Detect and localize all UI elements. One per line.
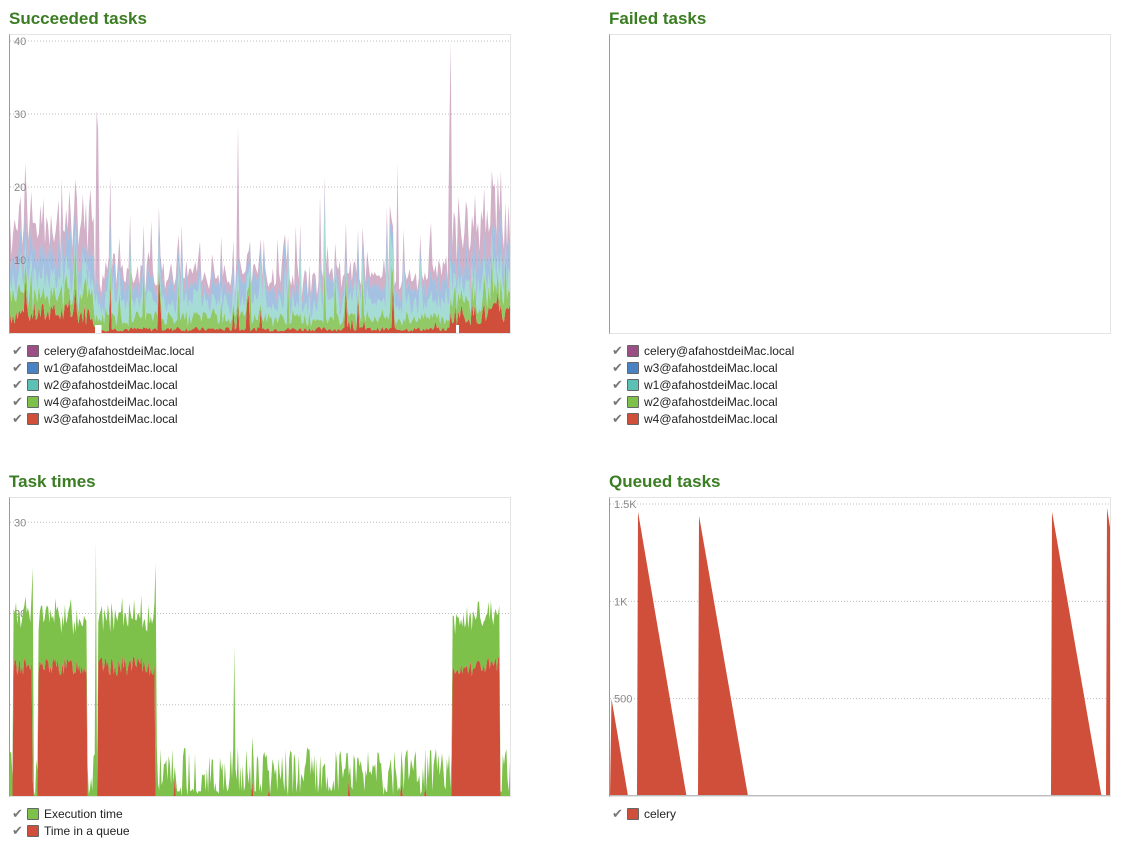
check-icon[interactable]: ✔ [612,342,623,358]
legend-swatch [627,361,639,374]
legend-swatch [27,824,39,837]
area-series-w1@afahostdeiMac.local [10,187,510,320]
area-series-celery [610,507,1110,796]
panel-title: Queued tasks [609,472,721,491]
area-series-w2@afahostdeiMac.local [10,199,510,327]
failed-tasks-svg [610,35,1110,333]
legend-label: Execution time [44,806,123,821]
failed-tasks-chart[interactable] [609,34,1111,334]
area-series-celery@afahostdeiMac.local [10,41,510,311]
y-tick-label: 30 [14,109,26,121]
legend-item-celery[interactable]: ✔ celery@afahostdeiMac.local [609,342,1109,359]
succeeded-tasks-chart[interactable]: 10203040 [9,34,511,334]
legend-swatch [627,412,639,425]
panel-title: Succeeded tasks [9,9,147,28]
task-times-svg: 102030 [10,517,510,796]
legend-swatch [27,378,39,391]
legend-label: w1@afahostdeiMac.local [644,377,778,392]
legend-item-w1[interactable]: ✔ w1@afahostdeiMac.local [609,376,1109,393]
gap-mark [95,325,102,333]
area-series-time-in-queue [10,656,510,796]
legend-item-celery[interactable]: ✔ celery [609,805,1109,822]
y-tick-label: 1.5K [614,499,637,511]
check-icon[interactable]: ✔ [612,376,623,392]
legend-item-w1[interactable]: ✔ w1@afahostdeiMac.local [9,359,509,376]
legend-label: w2@afahostdeiMac.local [44,377,178,392]
legend-swatch [627,395,639,408]
legend-item-w4[interactable]: ✔ w4@afahostdeiMac.local [9,393,509,410]
legend-label: w4@afahostdeiMac.local [44,394,178,409]
queued-tasks-chart[interactable]: 500 1K 1.5K [609,497,1111,797]
task-times-chart[interactable]: 102030 [9,497,511,797]
legend-swatch [27,395,39,408]
legend-label: celery@afahostdeiMac.local [44,343,195,358]
legend-label: celery@afahostdeiMac.local [644,343,795,358]
check-icon[interactable]: ✔ [12,822,23,838]
legend-label: w3@afahostdeiMac.local [644,360,778,375]
y-tick-label: 20 [14,182,26,194]
legend-item-w4[interactable]: ✔ w4@afahostdeiMac.local [609,410,1109,427]
succeeded-tasks-panel: Succeeded tasks 10203040 ✔ celery@afahos… [9,8,511,427]
succeeded-legend: ✔ celery@afahostdeiMac.local ✔ w1@afahos… [9,342,509,427]
legend-item-w3[interactable]: ✔ w3@afahostdeiMac.local [9,410,509,427]
y-tick-label: 40 [14,36,26,48]
failed-legend: ✔ celery@afahostdeiMac.local ✔ w3@afahos… [609,342,1109,427]
failed-tasks-panel: Failed tasks ✔ celery@afahostdeiMac.loca… [609,8,1111,427]
legend-swatch [627,807,639,820]
area-series-execution-time [10,540,510,796]
legend-swatch [27,412,39,425]
legend-item-execution-time[interactable]: ✔ Execution time [9,805,509,822]
legend-swatch [27,807,39,820]
legend-swatch [627,378,639,391]
legend-swatch [27,361,39,374]
queued-legend: ✔ celery [609,805,1109,822]
task-times-panel: Task times 102030 ✔ Execution time ✔ Tim… [9,471,511,839]
legend-label: w3@afahostdeiMac.local [44,411,178,426]
y-tick-label: 1K [614,596,628,608]
legend-item-time-in-queue[interactable]: ✔ Time in a queue [9,822,509,839]
legend-swatch [627,344,639,357]
times-legend: ✔ Execution time ✔ Time in a queue [9,805,509,839]
legend-label: celery [644,806,677,821]
y-tick-label: 500 [614,694,632,706]
area-series-w4@afahostdeiMac.local [10,238,510,332]
gap-mark [456,325,459,333]
check-icon[interactable]: ✔ [12,359,23,375]
succeeded-tasks-svg: 10203040 [10,36,510,333]
area-series-w3@afahostdeiMac.local [10,274,510,333]
legend-label: w2@afahostdeiMac.local [644,394,778,409]
y-tick-label: 30 [14,517,26,529]
legend-item-w2[interactable]: ✔ w2@afahostdeiMac.local [9,376,509,393]
panel-title: Task times [9,472,96,491]
legend-swatch [27,344,39,357]
queued-tasks-panel: Queued tasks 500 1K 1.5K ✔ celery [609,471,1111,822]
legend-label: w4@afahostdeiMac.local [644,411,778,426]
legend-label: Time in a queue [44,823,130,838]
check-icon[interactable]: ✔ [612,410,623,426]
legend-item-w3[interactable]: ✔ w3@afahostdeiMac.local [609,359,1109,376]
legend-label: w1@afahostdeiMac.local [44,360,178,375]
check-icon[interactable]: ✔ [612,359,623,375]
legend-item-celery[interactable]: ✔ celery@afahostdeiMac.local [9,342,509,359]
check-icon[interactable]: ✔ [12,805,23,821]
check-icon[interactable]: ✔ [612,805,623,821]
check-icon[interactable]: ✔ [612,393,623,409]
check-icon[interactable]: ✔ [12,393,23,409]
check-icon[interactable]: ✔ [12,342,23,358]
legend-item-w2[interactable]: ✔ w2@afahostdeiMac.local [609,393,1109,410]
panel-title: Failed tasks [609,9,707,28]
check-icon[interactable]: ✔ [12,376,23,392]
check-icon[interactable]: ✔ [12,410,23,426]
queued-tasks-svg: 500 1K 1.5K [610,499,1110,796]
